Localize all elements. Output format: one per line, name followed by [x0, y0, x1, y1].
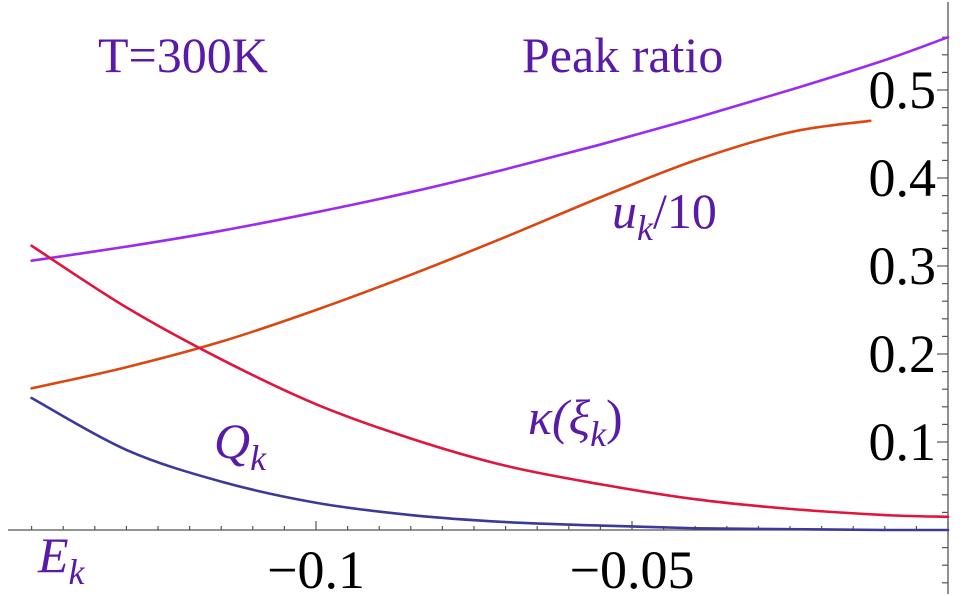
- series-line-peak-ratio: [30, 35, 950, 263]
- x-axis-label-sub: k: [69, 552, 86, 592]
- q-k-label-sub: k: [250, 438, 267, 478]
- series-line-k: [30, 244, 950, 519]
- tick-labels: 0.1 0.2 0.3 0.4 0.5 −0.1 −0.05: [267, 60, 936, 596]
- series-line-q-k: [30, 396, 950, 532]
- temperature-label: T=300K: [98, 27, 268, 83]
- u-k-label: uk/10: [612, 183, 717, 248]
- x-axis-label-base: E: [37, 527, 69, 583]
- u-k-label-base: u: [612, 183, 637, 239]
- annotations: T=300K Peak ratio uk/10 κ(ξk) Qk Ek: [37, 27, 723, 592]
- x-tick-label: −0.05: [570, 540, 695, 596]
- kappa-label-head: κ(ξ: [528, 389, 591, 445]
- y-ticks: [937, 36, 948, 584]
- q-k-label-base: Q: [214, 413, 250, 469]
- y-tick-label: 0.3: [869, 236, 937, 296]
- u-k-label-sub: k: [637, 208, 654, 248]
- kappa-label-tail: ): [606, 389, 623, 445]
- peak-ratio-label: Peak ratio: [522, 27, 723, 83]
- series-line-u-k-10: [30, 119, 872, 390]
- series-layer: [30, 35, 950, 532]
- kappa-label: κ(ξk): [528, 389, 623, 454]
- x-axis-label: Ek: [37, 527, 86, 592]
- axes: [8, 2, 949, 594]
- y-tick-label: 0.1: [869, 412, 937, 472]
- kappa-label-sub: k: [590, 414, 607, 454]
- y-tick-label: 0.2: [869, 324, 937, 384]
- y-tick-label: 0.4: [869, 148, 937, 208]
- x-tick-label: −0.1: [267, 540, 365, 596]
- u-k-label-tail: /10: [653, 183, 717, 239]
- q-k-label: Qk: [214, 413, 267, 478]
- y-tick-label: 0.5: [869, 60, 937, 120]
